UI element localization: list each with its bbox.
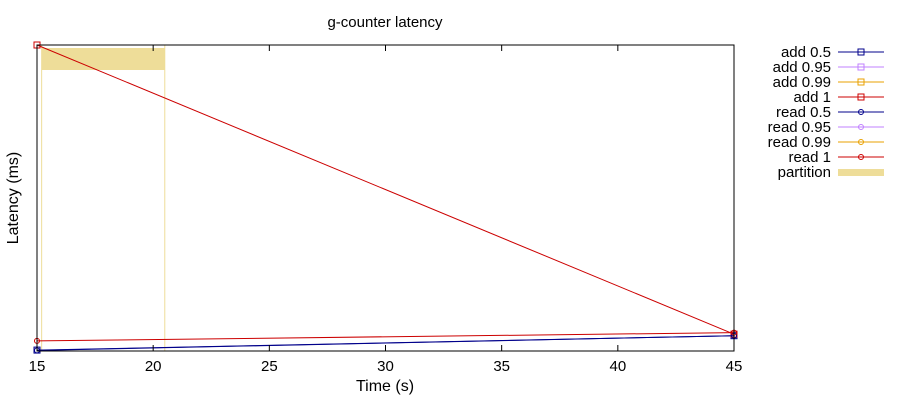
legend-item-add-0-5: add 0.5 — [781, 44, 884, 61]
legend-marker — [857, 93, 865, 101]
legend-item-partition: partition — [778, 164, 884, 181]
x-tick-label: 20 — [145, 358, 162, 375]
legend-label: add 0.99 — [773, 74, 831, 91]
chart-title: g-counter latency — [327, 14, 443, 31]
legend-label: add 0.5 — [781, 44, 831, 61]
legend-marker — [858, 139, 864, 145]
legend-label: add 0.95 — [773, 59, 831, 76]
legend-marker — [857, 48, 865, 56]
series-read-1 — [34, 329, 737, 344]
legend-item-read-0-5: read 0.5 — [776, 104, 884, 121]
x-tick-label: 45 — [726, 358, 743, 375]
x-axis: 15 20 25 30 35 40 45 — [29, 45, 743, 375]
x-tick-label: 40 — [609, 358, 626, 375]
legend-item-read-0-95: read 0.95 — [768, 119, 884, 136]
legend-marker — [857, 78, 865, 86]
series-add-1 — [33, 41, 738, 338]
plot-area — [33, 41, 738, 354]
x-axis-label: Time (s) — [356, 378, 414, 395]
series-line-read-1 — [36, 332, 735, 342]
partition-band — [41, 48, 165, 70]
x-tick-label: 15 — [29, 358, 46, 375]
legend-marker — [858, 124, 864, 130]
y-axis-label: Latency (ms) — [5, 152, 22, 244]
legend-marker — [858, 154, 864, 160]
legend-label: partition — [778, 164, 831, 181]
x-tick-label: 25 — [261, 358, 278, 375]
legend-marker — [858, 109, 864, 115]
legend-item-add-0-99: add 0.99 — [773, 74, 884, 91]
series-line-add-1 — [36, 44, 735, 335]
x-tick-label: 30 — [377, 358, 394, 375]
plot-frame — [36, 44, 735, 352]
legend-item-read-1: read 1 — [788, 149, 884, 166]
legend-label: read 0.5 — [776, 104, 831, 121]
legend-item-read-0-99: read 0.99 — [768, 134, 884, 151]
legend-item-add-1: add 1 — [793, 89, 884, 106]
legend-marker — [857, 63, 865, 71]
legend-label: add 1 — [793, 89, 831, 106]
legend-item-add-0-95: add 0.95 — [773, 59, 884, 76]
legend-label: read 0.95 — [768, 119, 831, 136]
x-tick-label: 35 — [493, 358, 510, 375]
legend-label: read 0.99 — [768, 134, 831, 151]
legend-partition-swatch — [838, 169, 884, 176]
legend-label: read 1 — [788, 149, 831, 166]
